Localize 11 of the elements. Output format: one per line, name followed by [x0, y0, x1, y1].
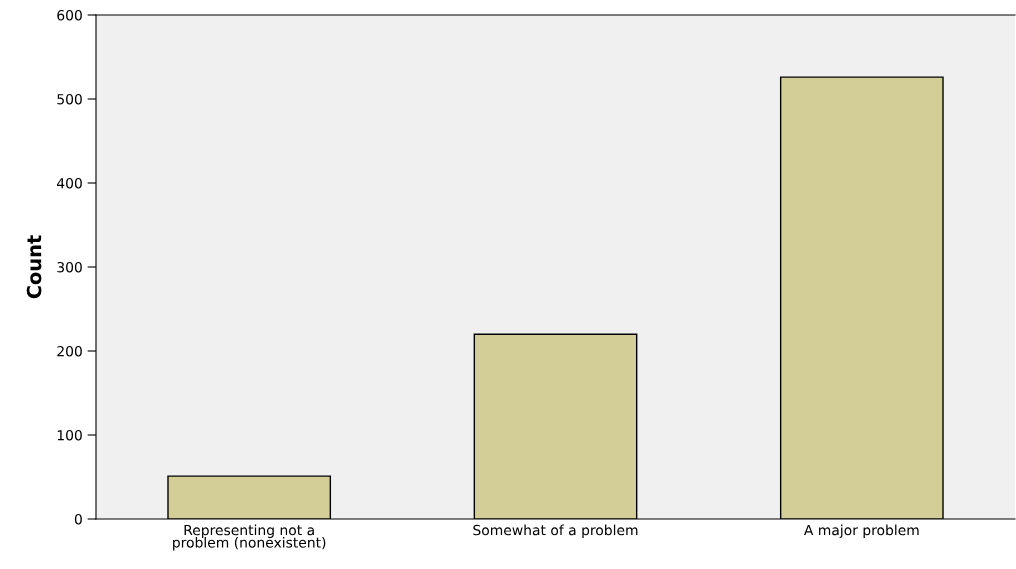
y-tick-label: 600: [57, 9, 82, 21]
y-tick-label: 500: [57, 93, 82, 105]
x-tick-label: Somewhat of a problem: [473, 524, 638, 538]
y-tick-label: 100: [57, 429, 82, 441]
y-axis-title: Count: [26, 235, 42, 299]
x-tick-label: A major problem: [803, 524, 919, 538]
y-tick-label: 200: [57, 345, 82, 357]
x-tick-label: Representing not a problem (nonexistent): [173, 524, 326, 551]
y-tick-label: 400: [56, 177, 82, 189]
y-tick-label: 300: [57, 261, 82, 273]
y-tick-label: 0: [74, 513, 82, 525]
